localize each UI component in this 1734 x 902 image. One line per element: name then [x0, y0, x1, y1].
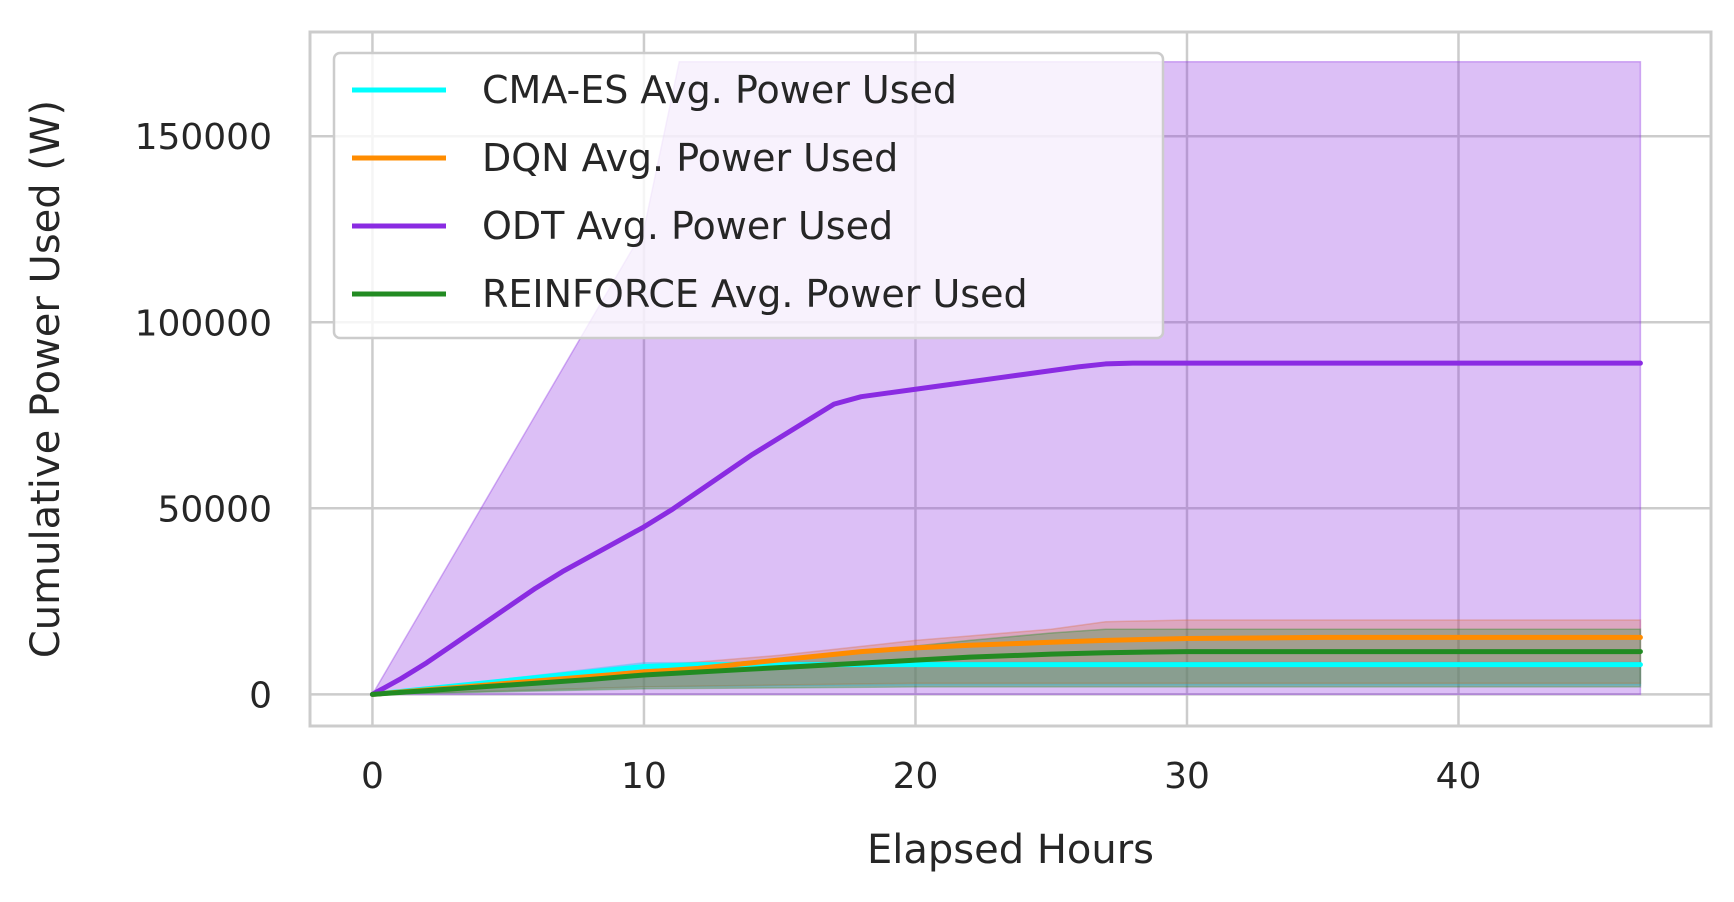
- legend: CMA-ES Avg. Power Used DQN Avg. Power Use…: [332, 51, 1165, 340]
- legend-box: [332, 51, 1165, 340]
- legend-label: ODT Avg. Power Used: [482, 204, 893, 248]
- legend-label: CMA-ES Avg. Power Used: [482, 68, 957, 112]
- y-tick-label: 150000: [135, 117, 272, 158]
- legend-label: REINFORCE Avg. Power Used: [482, 272, 1028, 316]
- plot-frame: [308, 30, 1713, 728]
- y-tick-label: 0: [249, 675, 272, 716]
- x-tick-label: 20: [893, 756, 939, 797]
- y-axis-label: Cumulative Power Used (W): [23, 100, 69, 658]
- x-tick-label: 40: [1436, 756, 1482, 797]
- legend-label: DQN Avg. Power Used: [482, 136, 898, 180]
- x-tick-label: 10: [621, 756, 667, 797]
- x-tick-label: 0: [361, 756, 384, 797]
- series-lines: [369, 360, 1643, 697]
- y-tick-label: 50000: [157, 489, 272, 530]
- x-tick-label: 30: [1164, 756, 1210, 797]
- series-line: [369, 649, 1643, 697]
- y-tick-label: 100000: [135, 303, 272, 344]
- y-axis-ticks: 0 50000 100000 150000: [135, 117, 272, 716]
- series-line: [369, 360, 1643, 697]
- x-axis-ticks: 0 10 20 30 40: [361, 756, 1481, 797]
- x-axis-label: Elapsed Hours: [867, 827, 1154, 873]
